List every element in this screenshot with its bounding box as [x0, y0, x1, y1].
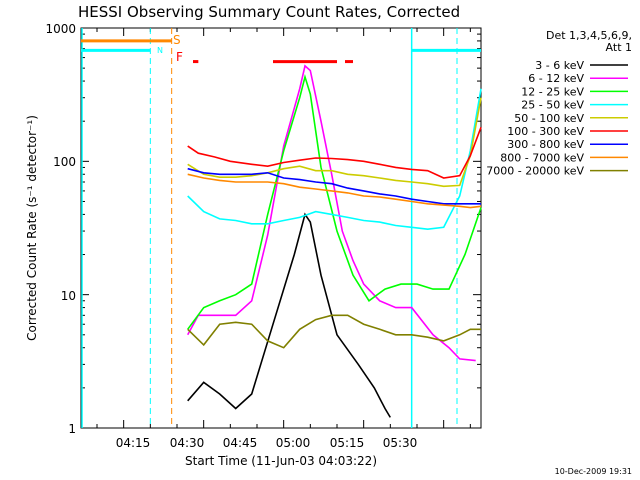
legend-item-label: 6 - 12 keV	[528, 72, 584, 85]
series-7000-20000-kev	[187, 314, 481, 349]
axis-ticks	[81, 28, 481, 429]
chart-title: HESSI Observing Summary Count Rates, Cor…	[78, 3, 460, 21]
legend-item-label: 12 - 25 keV	[521, 85, 584, 98]
series-lines	[186, 64, 482, 418]
series-12-25-kev	[187, 73, 482, 330]
legend-item-label: 25 - 50 keV	[521, 99, 584, 112]
y-tick-label: 100	[53, 155, 76, 169]
timestamp: 10-Dec-2009 19:31	[555, 467, 632, 476]
series-800-7000-kev	[187, 173, 482, 209]
legend-item-label: 800 - 7000 keV	[500, 151, 584, 164]
x-tick-label: 05:15	[330, 436, 365, 450]
legend-header-line1: Det 1,3,4,5,6,9,	[546, 29, 632, 42]
plot-frame	[80, 27, 482, 429]
y-tick-label: 10	[61, 289, 76, 303]
flag-n-label: N	[157, 46, 163, 55]
flag-bars	[81, 39, 481, 64]
series-300-800-kev	[187, 167, 481, 205]
series-6-12-kev	[186, 64, 476, 362]
legend-item-label: 300 - 800 keV	[507, 138, 584, 151]
legend-item-label: 50 - 100 keV	[514, 112, 584, 125]
series-50-100-kev	[187, 97, 482, 188]
y-tick-label: 1	[68, 422, 76, 436]
x-axis-label: Start Time (11-Jun-03 04:03:22)	[185, 454, 377, 468]
legend-item-label: 7000 - 20000 keV	[486, 165, 584, 178]
legend-item-label: 3 - 6 keV	[535, 59, 584, 72]
x-tick-label: 04:15	[116, 436, 151, 450]
x-tick-label: 05:30	[383, 436, 418, 450]
x-tick-label: 04:30	[170, 436, 205, 450]
legend-header-line2: Att 1	[606, 41, 632, 54]
legend-item-label: 100 - 300 keV	[507, 125, 584, 138]
flag-s-label: S	[173, 33, 181, 47]
series-3-6-kev	[187, 212, 391, 418]
y-tick-label: 1000	[45, 22, 76, 36]
x-tick-label: 05:00	[276, 436, 311, 450]
x-tick-label: 04:45	[223, 436, 258, 450]
flag-f-label: F	[176, 50, 183, 64]
y-axis-label: Corrected Count Rate (s⁻¹ detector⁻¹)	[25, 115, 39, 341]
series-100-300-kev	[187, 127, 482, 179]
series-25-50-kev	[187, 88, 482, 231]
